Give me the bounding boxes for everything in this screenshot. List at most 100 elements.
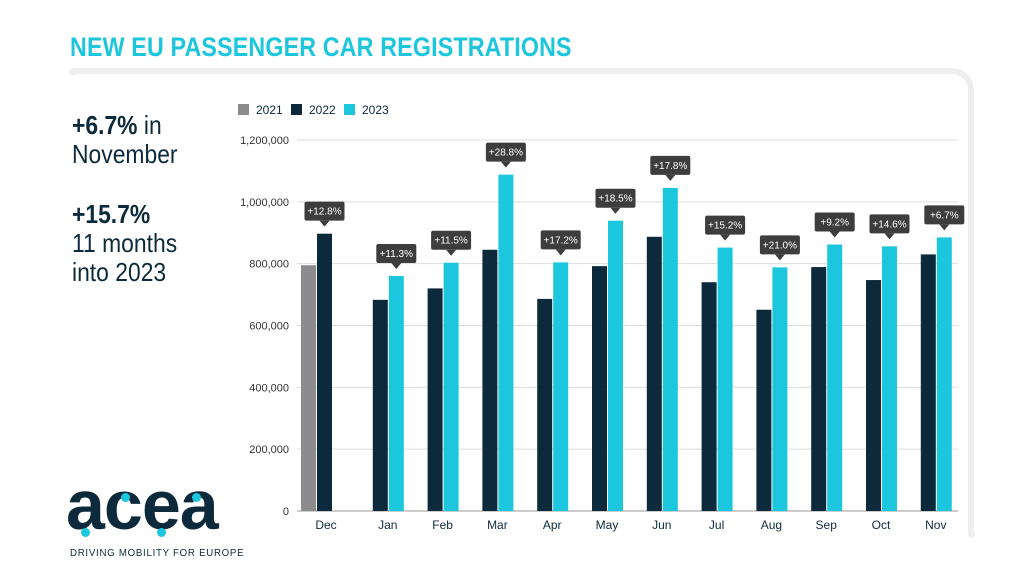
label-text: +14.6% <box>872 219 906 230</box>
growth-label: +14.6% <box>869 214 910 240</box>
label-text: +6.7% <box>930 210 959 221</box>
label-box <box>705 215 746 235</box>
x-tick-label: Jun <box>652 518 671 532</box>
logo-dot <box>157 528 166 537</box>
label-pointer <box>829 231 840 238</box>
label-box <box>485 142 526 162</box>
label-text: +12.8% <box>307 207 341 218</box>
label-box <box>431 230 472 250</box>
label-text: +17.8% <box>653 161 687 172</box>
bars <box>301 174 952 512</box>
monthly-stat: +6.7% in November <box>72 111 178 169</box>
legend-label: 2022 <box>309 103 336 117</box>
growth-label: +28.8% <box>485 142 526 168</box>
label-box <box>759 235 800 255</box>
legend: 2021 2022 2023 <box>238 103 389 117</box>
bar-2022 <box>372 299 388 511</box>
label-text: +15.2% <box>708 221 742 232</box>
label-pointer <box>939 224 950 231</box>
x-tick-label: Jan <box>378 518 397 532</box>
bar-2022 <box>701 282 717 511</box>
legend-swatch <box>291 104 302 115</box>
bar-2022 <box>592 266 607 511</box>
label-text: +11.5% <box>434 236 468 247</box>
ytd-growth-line3: into 2023 <box>72 257 167 287</box>
x-axis: Dec Jan Feb Mar Apr May Jun Jul Aug Sep Oct Nov <box>315 518 946 532</box>
bar-2022 <box>646 236 662 511</box>
frame-dot <box>69 68 76 75</box>
label-box <box>304 201 345 221</box>
legend-swatch <box>344 104 355 115</box>
monthly-growth-period: November <box>72 139 178 169</box>
label-text: +17.2% <box>544 235 578 246</box>
label-pointer <box>500 161 511 168</box>
bar-2023 <box>553 262 569 511</box>
x-tick-label: Mar <box>487 518 508 532</box>
y-tick-label: 400,000 <box>249 382 289 394</box>
ytd-growth-value: +15.7% <box>72 199 151 229</box>
logo-tagline: DRIVING MOBILITY FOR EUROPE <box>70 547 245 559</box>
bar-2023 <box>443 262 459 511</box>
ytd-growth-line2: 11 months <box>72 228 178 258</box>
bar-2023 <box>498 174 514 512</box>
logo-dot <box>121 493 130 502</box>
y-tick-label: 200,000 <box>249 444 289 456</box>
growth-label: +11.5% <box>431 230 472 256</box>
x-tick-label: Apr <box>543 518 562 532</box>
x-tick-label: Jul <box>709 518 724 532</box>
bar-2022 <box>317 233 332 512</box>
x-tick-label: Dec <box>315 518 336 532</box>
decorative-frame <box>72 68 974 536</box>
label-pointer <box>446 249 457 256</box>
bar-2023 <box>882 246 897 511</box>
growth-label: +18.5% <box>595 188 636 214</box>
monthly-growth-value: +6.7% <box>72 110 138 140</box>
growth-label: +12.8% <box>304 201 345 227</box>
label-pointer <box>610 207 621 214</box>
growth-label: +17.8% <box>650 155 691 181</box>
legend-label: 2023 <box>362 103 389 117</box>
label-box <box>869 214 910 234</box>
bar-2023 <box>936 237 952 511</box>
y-tick-label: 0 <box>283 506 289 518</box>
bar-2022 <box>920 254 936 511</box>
x-tick-label: Aug <box>761 518 782 532</box>
label-pointer <box>720 234 731 241</box>
bar-2023 <box>388 276 404 511</box>
label-pointer <box>391 263 402 270</box>
y-tick-label: 800,000 <box>249 259 289 271</box>
growth-label: +17.2% <box>540 230 581 256</box>
label-box <box>650 155 691 175</box>
label-text: +11.3% <box>380 249 414 260</box>
growth-label: +21.0% <box>759 235 800 261</box>
x-tick-label: Feb <box>432 518 453 532</box>
legend-label: 2021 <box>256 103 283 117</box>
label-pointer <box>884 233 895 240</box>
label-pointer <box>774 254 785 261</box>
bar-2022 <box>811 267 827 511</box>
label-box <box>924 205 965 225</box>
y-tick-label: 600,000 <box>249 321 289 333</box>
ytd-stat: +15.7% 11 months into 2023 <box>72 200 177 287</box>
logo-wordmark: acea <box>66 466 219 544</box>
bar-2022 <box>756 309 772 511</box>
growth-label: +6.7% <box>924 205 965 231</box>
x-tick-label: Oct <box>872 518 891 532</box>
label-text: +21.0% <box>763 240 797 251</box>
label-box <box>540 230 581 250</box>
growth-label: +15.2% <box>705 215 746 241</box>
label-pointer <box>555 249 566 256</box>
bar-2023 <box>662 187 678 511</box>
growth-label: +9.2% <box>814 212 855 238</box>
y-axis: 0 200,000 400,000 600,000 800,000 1,000,000 1,… <box>240 135 289 518</box>
bar-2022 <box>482 249 498 512</box>
logo-dot <box>81 528 90 537</box>
bar-2023 <box>827 244 843 511</box>
label-box <box>376 244 417 264</box>
label-text: +28.8% <box>489 148 523 159</box>
bar-2022 <box>427 288 443 511</box>
label-box <box>814 212 855 232</box>
label-text: +9.2% <box>820 217 849 228</box>
logo-dot <box>192 493 201 502</box>
chart-title: NEW EU PASSENGER CAR REGISTRATIONS <box>70 32 572 62</box>
